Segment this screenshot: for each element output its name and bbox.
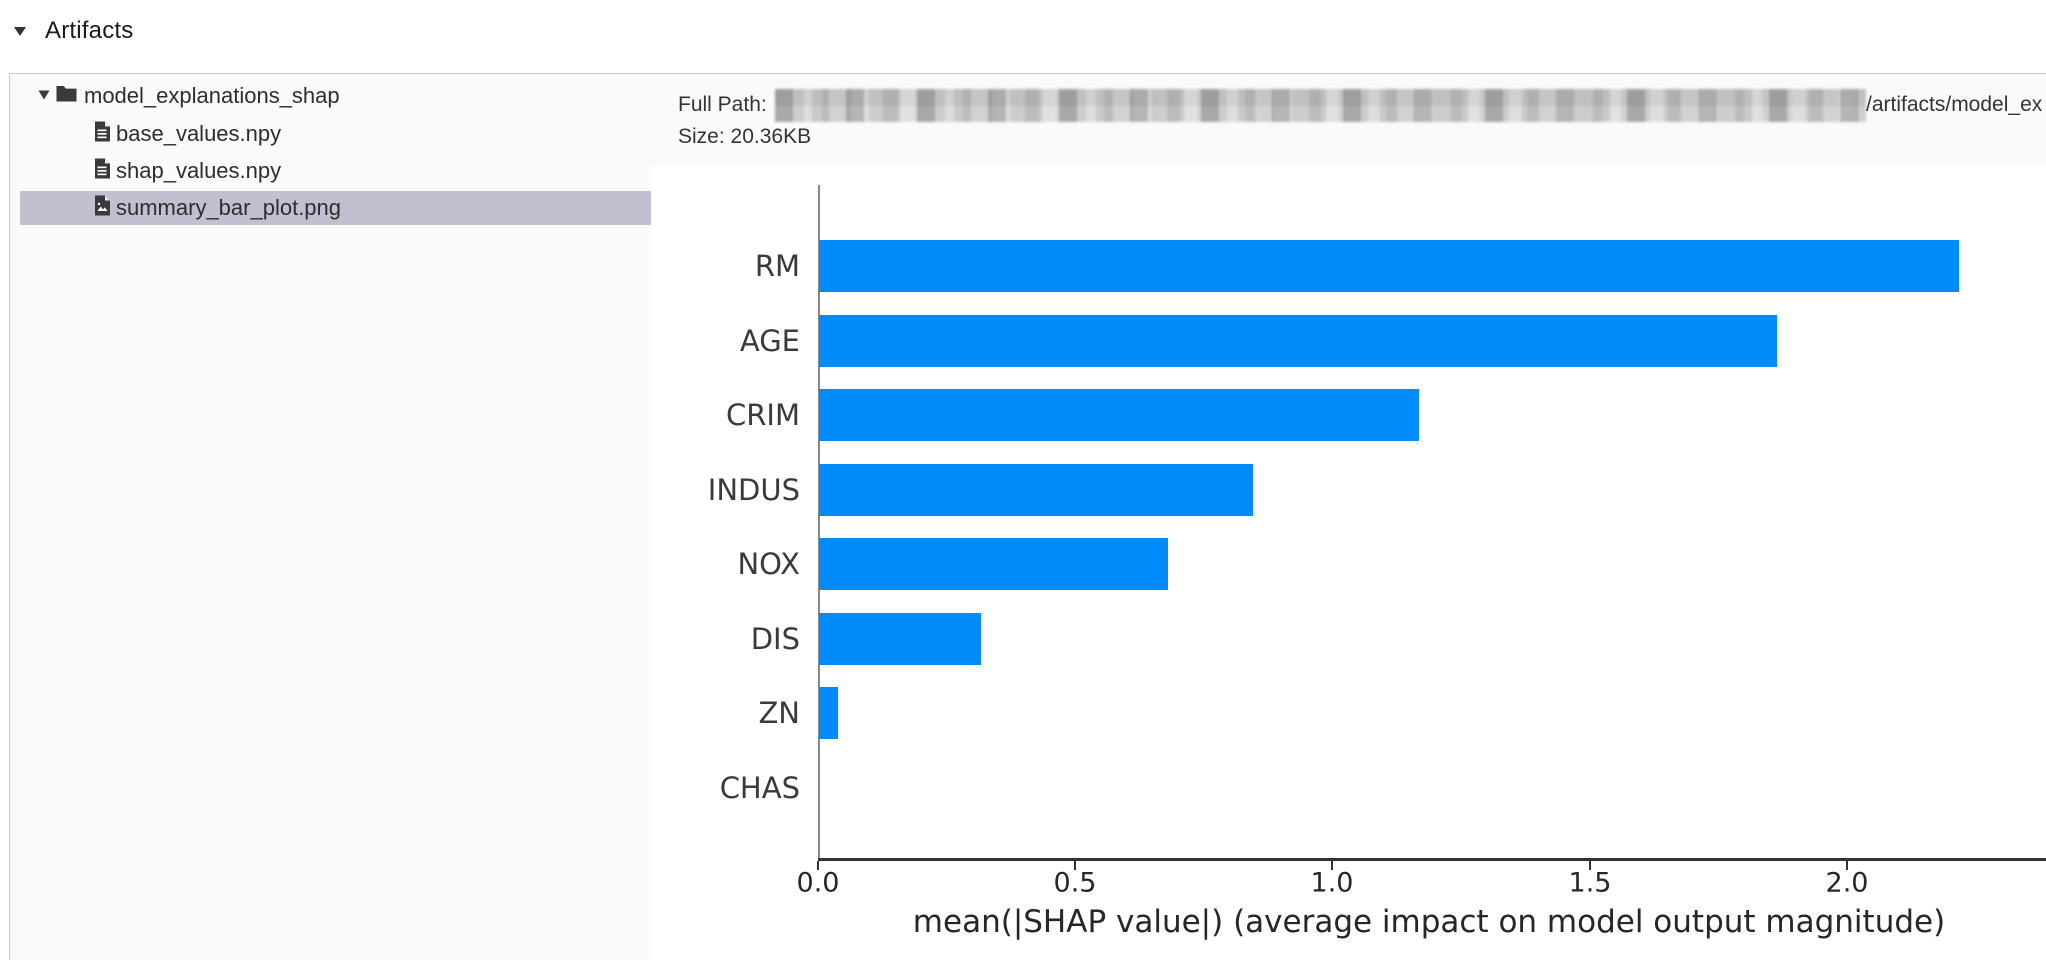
file-image-icon [94, 195, 110, 221]
tree-item-label: base_values.npy [116, 121, 282, 146]
size-label: Size: [678, 125, 725, 148]
artifacts-section-title[interactable]: Artifacts [45, 17, 134, 44]
tree-file-row-shap_values.npy[interactable]: shap_values.npy [20, 154, 660, 188]
tree-file-row-base_values.npy[interactable]: base_values.npy [20, 117, 660, 151]
size-row: Size: 20.36KB [678, 125, 811, 149]
artifact-image-preview [651, 165, 2046, 960]
size-value: 20.36KB [730, 125, 812, 148]
folder-triangle-down-icon[interactable] [38, 87, 50, 105]
tree-folder-row-model_explanations_shap[interactable]: model_explanations_shap [20, 79, 660, 113]
full-path-redacted-blur [775, 89, 1866, 122]
artifacts-header: Artifacts [0, 0, 2046, 73]
file-text-icon [94, 121, 110, 147]
full-path-visible-suffix: /artifacts/model_ex [1866, 93, 2043, 116]
folder-icon [56, 85, 77, 107]
tree-file-row-summary_bar_plot.png[interactable]: summary_bar_plot.png [20, 191, 660, 225]
file-text-icon [94, 158, 110, 184]
tree-item-label: summary_bar_plot.png [116, 195, 342, 220]
artifacts-collapse-triangle-down-icon[interactable] [13, 26, 27, 37]
tree-item-label: model_explanations_shap [84, 83, 340, 108]
full-path-label: Full Path: [678, 93, 767, 116]
tree-item-label: shap_values.npy [116, 158, 282, 183]
